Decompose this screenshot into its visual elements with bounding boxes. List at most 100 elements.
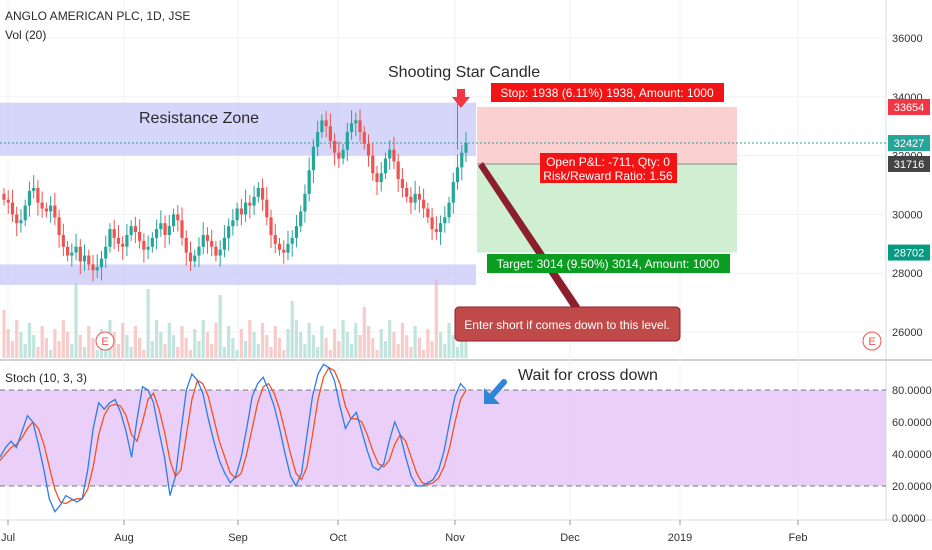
volume-bar: [316, 347, 320, 358]
volume-bar: [142, 350, 146, 358]
candle-body: [434, 229, 438, 233]
earnings-marker-1[interactable]: [95, 331, 115, 351]
candle-body: [36, 187, 40, 203]
candle-body: [87, 255, 91, 265]
volume-bar: [273, 326, 277, 358]
volume-bar: [95, 350, 99, 358]
volume-bar: [231, 338, 235, 358]
time-tick-label: Feb: [789, 532, 808, 544]
candle-body: [328, 126, 332, 141]
stoch-tick-label: 60.0000: [892, 417, 932, 429]
volume-bar: [290, 301, 294, 358]
price-badges: 33654 32427 31716 28702: [888, 98, 930, 261]
volume-bar: [341, 320, 345, 358]
volume-bar: [235, 350, 239, 358]
candle-body: [422, 199, 426, 209]
candle-body: [210, 240, 214, 247]
candle-body: [447, 202, 451, 218]
price-badge: [888, 155, 930, 172]
volume-bar: [129, 347, 133, 358]
candle-body: [299, 211, 303, 227]
volume-bar: [36, 347, 40, 358]
volume-bar: [422, 350, 426, 358]
volume-bar: [184, 338, 188, 358]
volume-bar: [57, 341, 61, 358]
candle-body: [15, 214, 19, 224]
candle-body: [201, 234, 205, 247]
volume-bar: [167, 323, 171, 358]
candle-body: [142, 240, 146, 250]
volume-bar: [133, 326, 137, 358]
volume-bar: [193, 329, 197, 358]
candles: [2, 102, 468, 282]
candle-body: [455, 167, 460, 183]
volume-bar: [2, 310, 6, 358]
candle-body: [396, 161, 400, 180]
volume-bar: [303, 344, 307, 358]
candle-body: [218, 249, 222, 256]
volume-label[interactable]: Vol (20): [5, 28, 46, 42]
candle-body: [252, 196, 256, 206]
volume-bar: [227, 326, 231, 358]
candle-body: [388, 149, 392, 159]
earnings-marker-2[interactable]: [862, 331, 882, 351]
volume-bar: [451, 335, 455, 358]
candle-body: [197, 246, 201, 256]
volume-bar: [112, 332, 116, 358]
candle-body: [53, 205, 57, 218]
volume-bar: [388, 320, 392, 358]
candle-body: [426, 208, 430, 218]
candle-body: [392, 149, 396, 162]
wait-cross-label: Wait for cross down: [518, 367, 658, 384]
time-tick-label: Nov: [445, 532, 465, 544]
support-zone: [0, 264, 476, 285]
stoch-label[interactable]: Stoch (10, 3, 3): [5, 371, 87, 385]
price-badge-label: 31716: [894, 159, 925, 171]
stoch-tick-label: 80.0000: [892, 385, 932, 397]
candle-body: [362, 132, 366, 144]
volume-bar: [438, 332, 443, 358]
volume-bar: [19, 332, 23, 358]
volume-bar: [358, 335, 362, 358]
candle-body: [400, 179, 405, 188]
candle-body: [91, 264, 95, 271]
stoch-tick-label: 20.0000: [892, 481, 932, 493]
candle-body: [290, 237, 294, 244]
candle-body: [464, 143, 468, 153]
candle-body: [286, 243, 290, 253]
volume-bar: [354, 323, 358, 358]
candle-body: [324, 120, 328, 127]
volume-bar: [201, 320, 205, 358]
candle-body: [273, 234, 277, 244]
candle-body: [125, 234, 129, 247]
candle-body: [57, 217, 61, 235]
candle-body: [184, 237, 188, 253]
volume-bar: [299, 332, 303, 358]
volume-bar: [146, 289, 150, 358]
volume-bar: [243, 341, 248, 358]
stop-label-box: [491, 83, 724, 102]
candle-body: [320, 120, 324, 133]
volume-bar: [430, 341, 434, 358]
candle-body: [358, 120, 362, 133]
volume-bar: [222, 347, 227, 358]
volume-bar: [405, 335, 409, 358]
volume-bar: [447, 323, 451, 358]
volume-bar: [176, 347, 180, 358]
candle-body: [159, 223, 163, 230]
volume-bar: [53, 329, 57, 358]
volume-bar: [371, 338, 375, 358]
candle-body: [188, 252, 193, 262]
candle-body: [146, 246, 150, 250]
symbol-title[interactable]: ANGLO AMERICAN PLC, 1D, JSE: [5, 9, 190, 23]
candle-body: [171, 214, 176, 227]
candle-body: [231, 220, 235, 227]
candle-body: [163, 223, 167, 235]
volume-bar: [455, 347, 460, 358]
volume-bar: [248, 320, 252, 358]
candle-body: [193, 255, 197, 262]
candle-body: [337, 152, 341, 159]
volume-bar: [328, 350, 332, 358]
candle-body: [138, 232, 142, 241]
